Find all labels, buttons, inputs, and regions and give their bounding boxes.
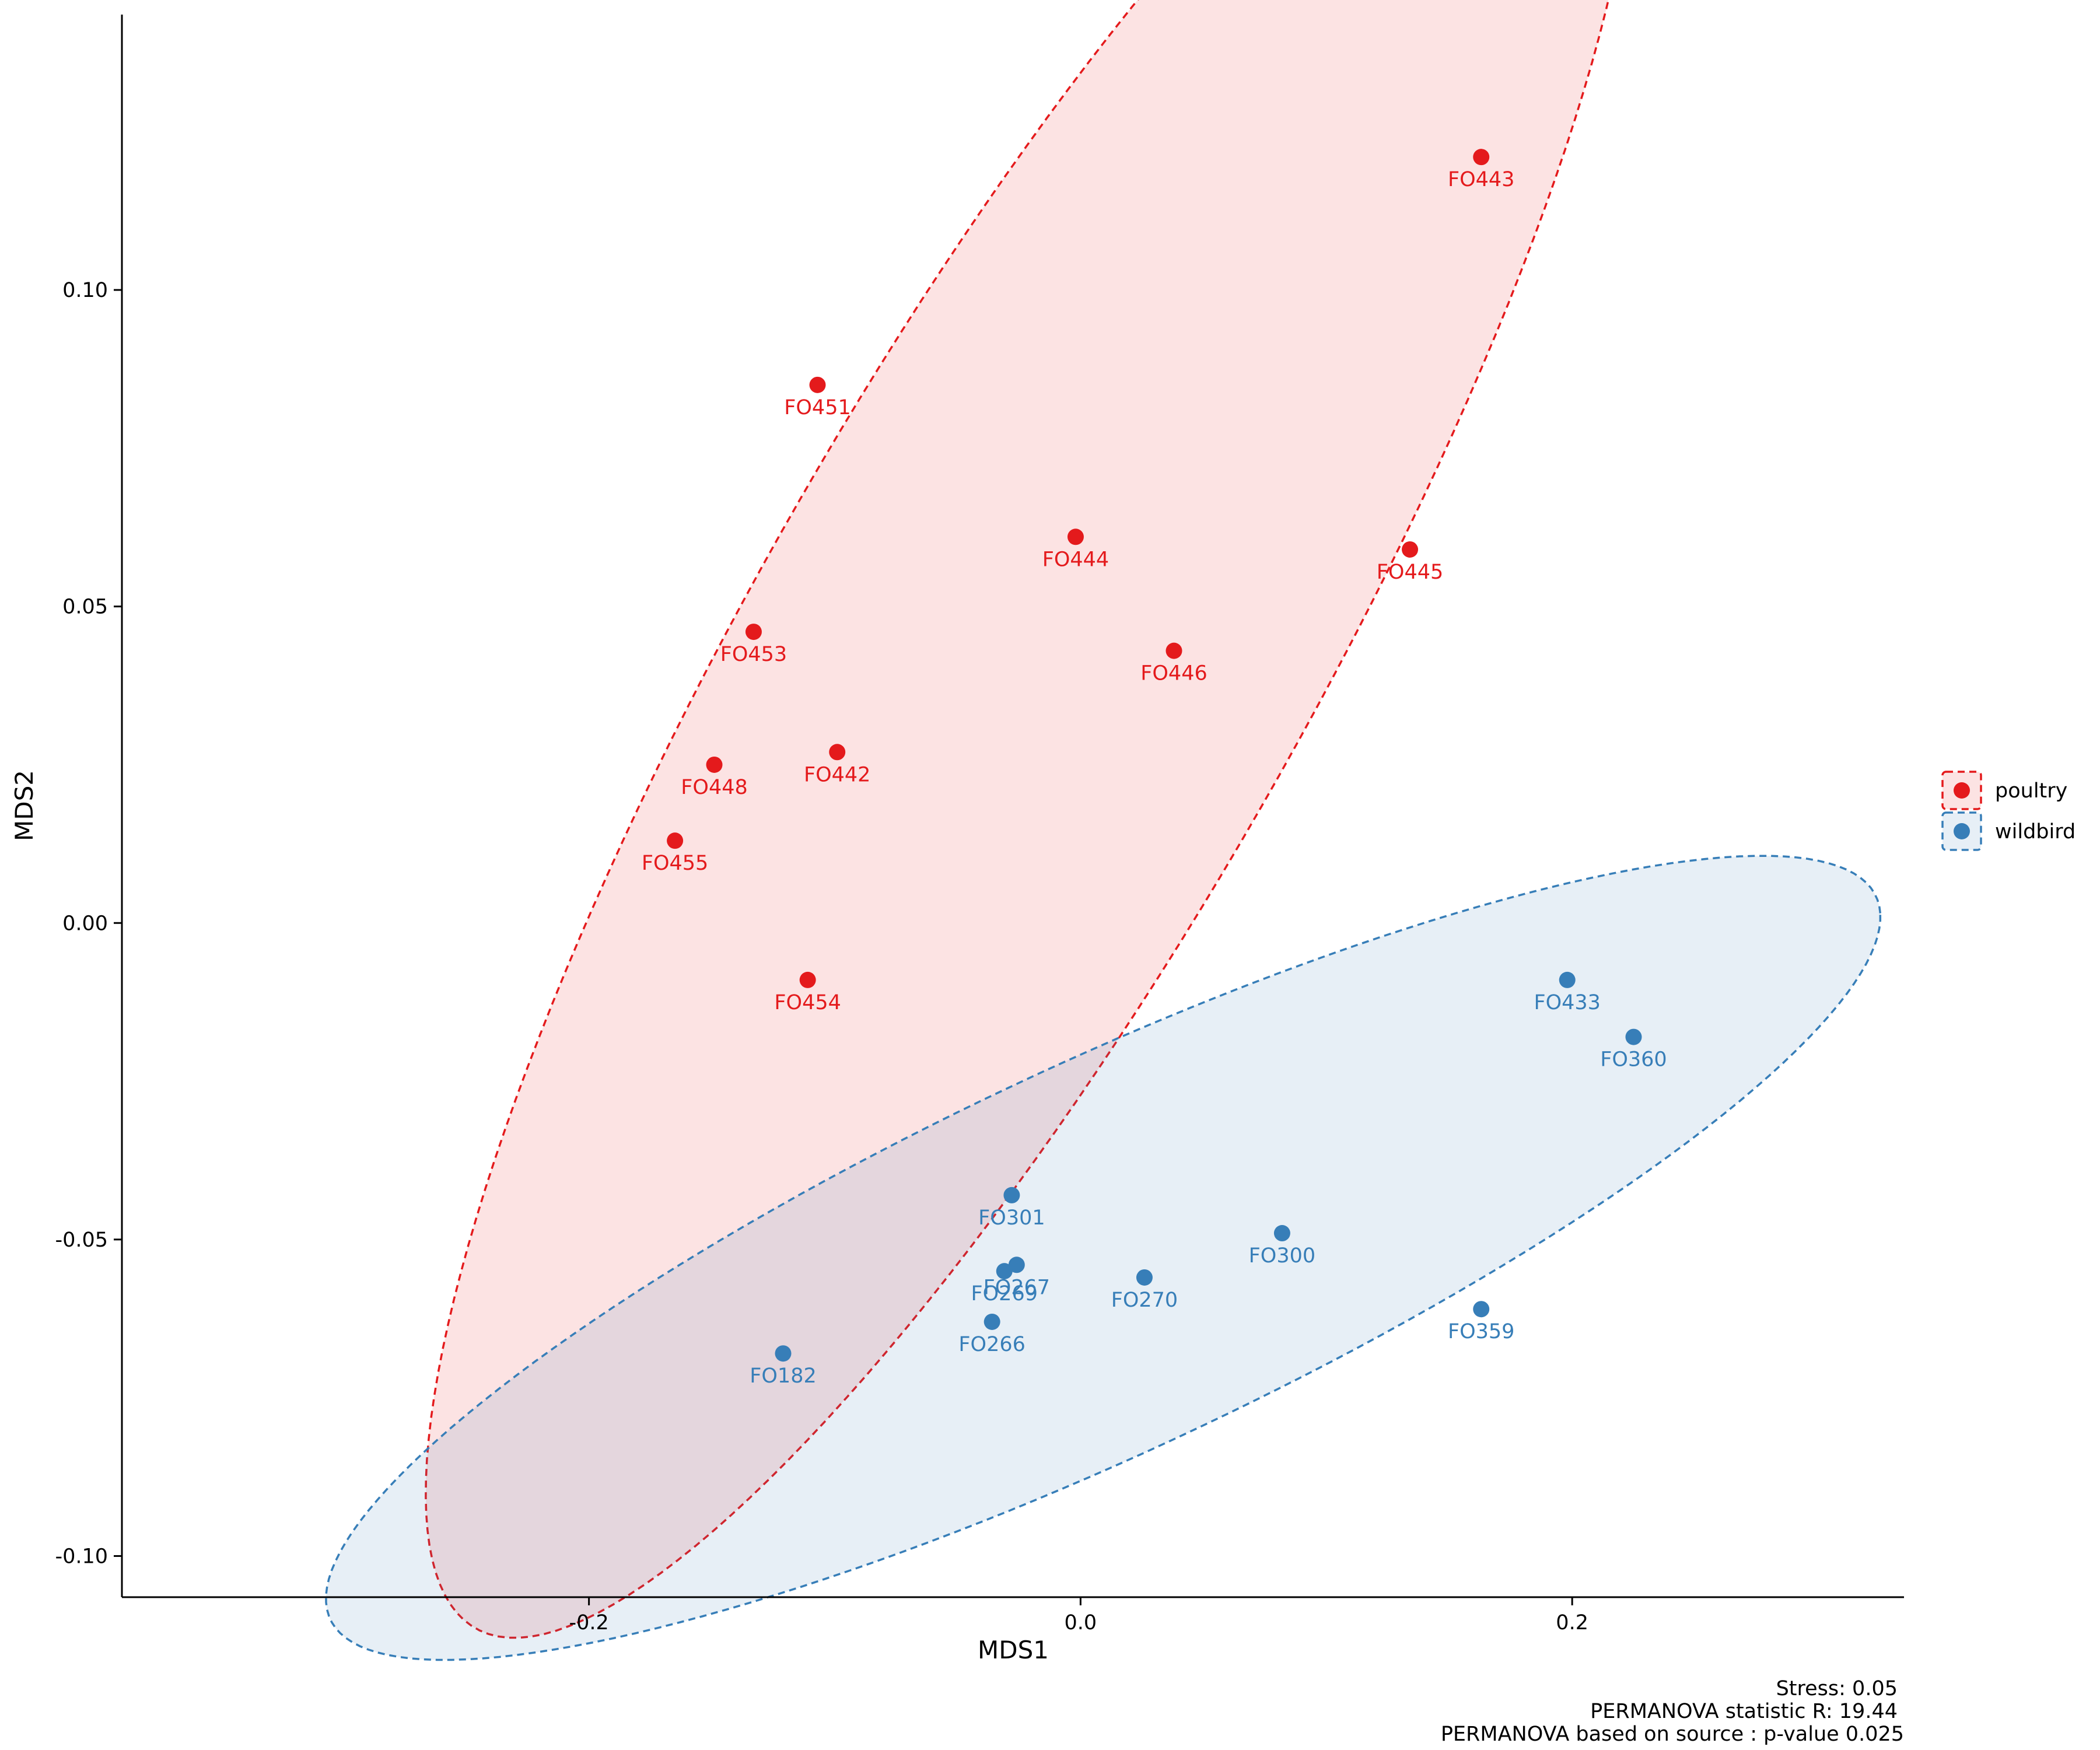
point-fo182 — [775, 1345, 792, 1362]
y-tick-label: 0.10 — [62, 279, 108, 302]
ellipse-poultry — [425, 0, 1609, 1639]
point-label-fo182: FO182 — [750, 1364, 817, 1388]
legend-label-poultry: poultry — [1995, 779, 2067, 803]
point-fo300 — [1273, 1225, 1290, 1242]
x-axis-title: MDS1 — [978, 1636, 1049, 1664]
axes — [121, 15, 1904, 1598]
point-label-fo270: FO270 — [1111, 1289, 1178, 1312]
point-label-fo444: FO444 — [1042, 548, 1110, 571]
point-fo267 — [1008, 1256, 1025, 1273]
point-fo455 — [667, 832, 684, 849]
legend-label-wildbird: wildbird — [1995, 820, 2076, 844]
point-label-fo269: FO269 — [971, 1282, 1038, 1306]
point-fo270 — [1136, 1269, 1153, 1286]
point-fo433 — [1559, 971, 1576, 988]
y-axis-title: MDS2 — [10, 770, 38, 841]
x-tick-label: -0.2 — [569, 1611, 608, 1634]
tick-layer: -0.2 0.0 0.2 -0.10 -0.05 0.00 0.05 0.10 — [55, 279, 1588, 1634]
point-label-fo455: FO455 — [642, 852, 709, 875]
point-label-fo300: FO300 — [1249, 1244, 1316, 1268]
point-label-fo445: FO445 — [1377, 561, 1444, 584]
stats-caption: Stress: 0.05 PERMANOVA statistic R: 19.4… — [1441, 1677, 1904, 1746]
point-label-fo443: FO443 — [1448, 168, 1515, 191]
point-fo446 — [1166, 642, 1182, 659]
point-label-fo442: FO442 — [804, 763, 871, 786]
stress-annotation: Stress: 0.05 — [1776, 1677, 1898, 1700]
permanova-statistic-annotation: PERMANOVA statistic R: 19.44 — [1590, 1700, 1898, 1723]
point-fo359 — [1473, 1301, 1490, 1318]
point-fo266 — [984, 1313, 1000, 1330]
point-label-fo453: FO453 — [720, 643, 788, 666]
point-fo442 — [829, 744, 846, 761]
point-label-fo454: FO454 — [774, 991, 841, 1014]
point-label-fo451: FO451 — [784, 396, 851, 419]
point-fo443 — [1473, 149, 1490, 166]
point-label-fo433: FO433 — [1534, 991, 1601, 1014]
legend: poultry wildbird — [1941, 771, 2076, 851]
point-label-fo266: FO266 — [958, 1333, 1026, 1356]
point-label-fo301: FO301 — [978, 1206, 1045, 1230]
ellipse-layer — [325, 0, 1882, 1661]
point-fo444 — [1067, 528, 1084, 545]
legend-marker-poultry — [1954, 782, 1970, 799]
x-tick-label: 0.0 — [1065, 1611, 1097, 1634]
point-layer: FO443 FO451 FO444 FO445 FO453 FO446 FO448 FO442… — [642, 149, 1667, 1388]
point-label-fo267: FO267 — [984, 1276, 1051, 1299]
point-fo301 — [1003, 1186, 1020, 1203]
permanova-pvalue-annotation: PERMANOVA based on source : p-value 0.02… — [1441, 1723, 1904, 1746]
y-tick-label: -0.10 — [55, 1545, 108, 1568]
point-fo451 — [809, 376, 826, 393]
y-tick-label: 0.00 — [62, 912, 108, 935]
point-fo453 — [745, 624, 762, 640]
x-tick-label: 0.2 — [1556, 1611, 1588, 1634]
y-tick-label: 0.05 — [62, 596, 108, 619]
y-tick-label: -0.05 — [55, 1228, 108, 1252]
point-fo454 — [799, 971, 816, 988]
ellipse-wildbird — [325, 855, 1882, 1661]
point-fo269 — [996, 1263, 1013, 1280]
point-fo445 — [1402, 541, 1419, 558]
legend-marker-wildbird — [1954, 823, 1970, 839]
point-label-fo446: FO446 — [1140, 662, 1208, 685]
point-label-fo360: FO360 — [1600, 1048, 1667, 1072]
point-fo360 — [1625, 1028, 1642, 1045]
point-fo448 — [706, 756, 723, 773]
point-label-fo448: FO448 — [681, 776, 748, 799]
point-label-fo359: FO359 — [1448, 1320, 1515, 1343]
